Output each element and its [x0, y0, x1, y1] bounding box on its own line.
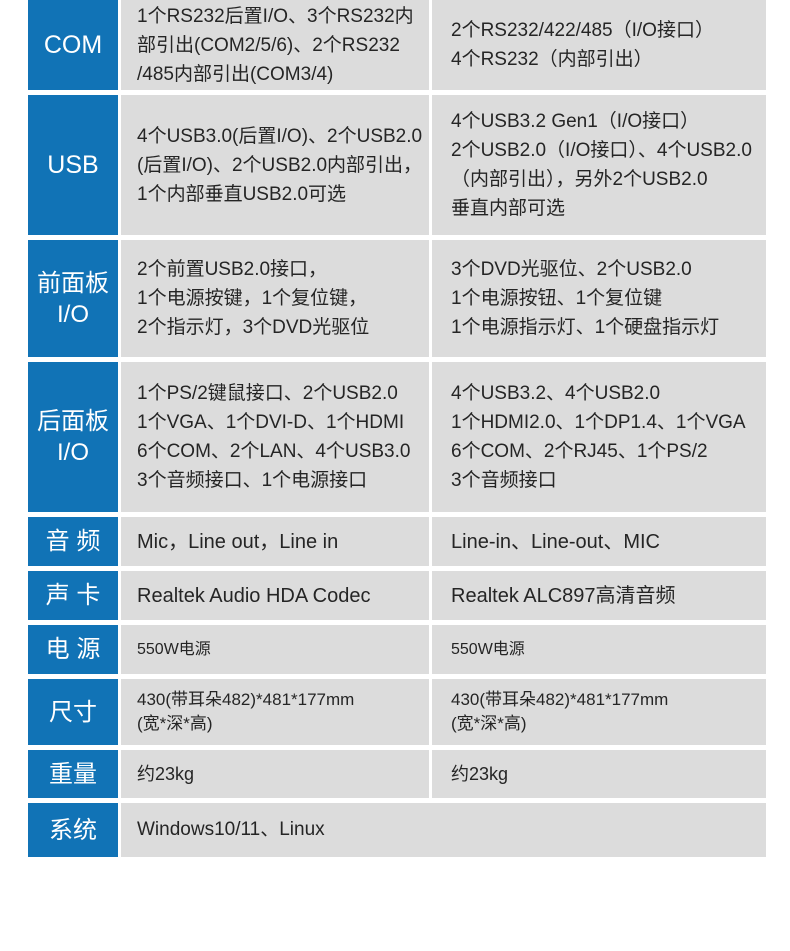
spec-cell-rear-panel-col1: 1个PS/2键鼠接口、2个USB2.0 1个VGA、1个DVI-D、1个HDMI…: [121, 362, 429, 512]
spec-row-power: 电 源 550W电源 550W电源: [28, 625, 767, 674]
row-header-audio: 音 频: [28, 517, 118, 566]
spec-row-weight: 重量 约23kg 约23kg: [28, 750, 767, 798]
spec-row-front-panel-io: 前面板 I/O 2个前置USB2.0接口， 1个电源按键，1个复位键， 2个指示…: [28, 240, 767, 357]
row-header-power: 电 源: [28, 625, 118, 674]
spec-cell-os-merged: Windows10/11、Linux: [121, 803, 766, 857]
spec-row-dimensions: 尺寸 430(带耳朵482)*481*177mm (宽*深*高) 430(带耳朵…: [28, 679, 767, 745]
spec-cell-front-panel-col2: 3个DVD光驱位、2个USB2.0 1个电源按钮、1个复位键 1个电源指示灯、1…: [432, 240, 766, 357]
row-header-com: COM: [28, 0, 118, 90]
spec-cell-com-col1: 1个RS232后置I/O、3个RS232内 部引出(COM2/5/6)、2个RS…: [121, 0, 429, 90]
spec-cell-power-col1: 550W电源: [121, 625, 429, 674]
spec-cell-com-col2: 2个RS232/422/485（I/O接口） 4个RS232（内部引出）: [432, 0, 766, 90]
row-header-rear-panel-io: 后面板 I/O: [28, 362, 118, 512]
spec-cell-dimensions-col2: 430(带耳朵482)*481*177mm (宽*深*高): [432, 679, 766, 745]
spec-cell-dimensions-col1: 430(带耳朵482)*481*177mm (宽*深*高): [121, 679, 429, 745]
spec-cell-sound-card-col2: Realtek ALC897高清音频: [432, 571, 766, 620]
spec-cell-usb-col1: 4个USB3.0(后置I/O)、2个USB2.0 (后置I/O)、2个USB2.…: [121, 95, 429, 235]
spec-cell-front-panel-col1: 2个前置USB2.0接口， 1个电源按键，1个复位键， 2个指示灯，3个DVD光…: [121, 240, 429, 357]
spec-row-rear-panel-io: 后面板 I/O 1个PS/2键鼠接口、2个USB2.0 1个VGA、1个DVI-…: [28, 362, 767, 512]
spec-row-sound-card: 声 卡 Realtek Audio HDA Codec Realtek ALC8…: [28, 571, 767, 620]
row-header-front-panel-io: 前面板 I/O: [28, 240, 118, 357]
spec-row-os: 系统 Windows10/11、Linux: [28, 803, 767, 857]
row-header-usb: USB: [28, 95, 118, 235]
row-header-dimensions: 尺寸: [28, 679, 118, 745]
spec-table: COM 1个RS232后置I/O、3个RS232内 部引出(COM2/5/6)、…: [28, 0, 767, 857]
spec-cell-weight-col2: 约23kg: [432, 750, 766, 798]
spec-cell-audio-col1: Mic，Line out，Line in: [121, 517, 429, 566]
row-header-sound-card: 声 卡: [28, 571, 118, 620]
spec-cell-sound-card-col1: Realtek Audio HDA Codec: [121, 571, 429, 620]
spec-row-com: COM 1个RS232后置I/O、3个RS232内 部引出(COM2/5/6)、…: [28, 0, 767, 90]
spec-cell-usb-col2: 4个USB3.2 Gen1（I/O接口） 2个USB2.0（I/O接口）、4个U…: [432, 95, 766, 235]
row-header-weight: 重量: [28, 750, 118, 798]
spec-row-audio: 音 频 Mic，Line out，Line in Line-in、Line-ou…: [28, 517, 767, 566]
spec-cell-audio-col2: Line-in、Line-out、MIC: [432, 517, 766, 566]
row-header-os: 系统: [28, 803, 118, 857]
spec-row-usb: USB 4个USB3.0(后置I/O)、2个USB2.0 (后置I/O)、2个U…: [28, 95, 767, 235]
spec-cell-weight-col1: 约23kg: [121, 750, 429, 798]
spec-cell-power-col2: 550W电源: [432, 625, 766, 674]
spec-cell-rear-panel-col2: 4个USB3.2、4个USB2.0 1个HDMI2.0、1个DP1.4、1个VG…: [432, 362, 766, 512]
